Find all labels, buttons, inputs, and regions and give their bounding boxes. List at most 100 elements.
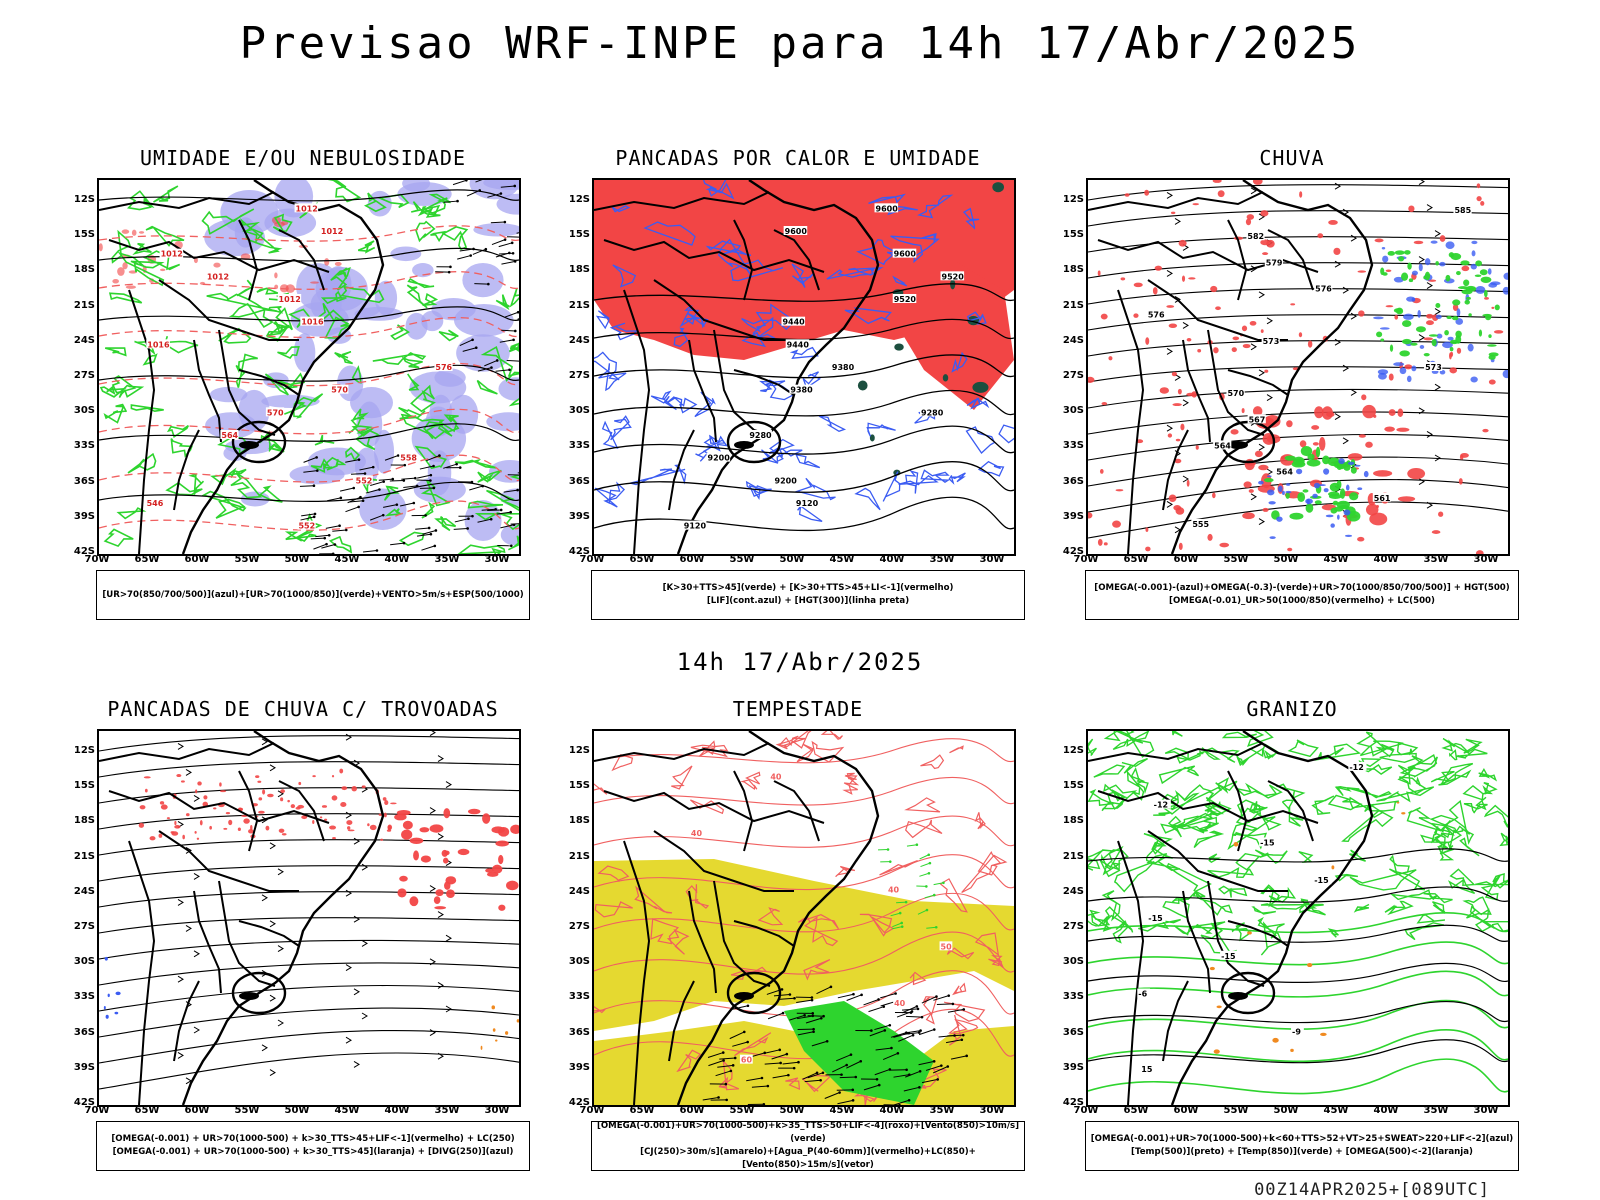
lat-label: 21S	[73, 850, 95, 862]
lat-label: 36S	[568, 475, 590, 487]
lat-label: 36S	[73, 475, 95, 487]
run-timestamp: 00Z14APR2025+[089UTC]	[1254, 1180, 1490, 1200]
contour-label: 564	[1214, 441, 1231, 450]
lon-label: 55W	[729, 554, 755, 565]
lon-label: 60W	[184, 554, 210, 565]
lat-label: 24S	[1062, 885, 1084, 897]
lat-label: 24S	[568, 885, 590, 897]
lat-label: 42S	[568, 1097, 590, 1108]
lon-label: 30W	[979, 1105, 1005, 1116]
lon-label: 50W	[284, 554, 310, 565]
lon-label: 60W	[1173, 1105, 1199, 1116]
lat-label: 39S	[73, 510, 95, 522]
legend-line: [OMEGA(-0.001)-(azul)+OMEGA(-0.3)-(verde…	[1094, 583, 1510, 593]
lon-label: 70W	[579, 554, 605, 565]
map-pancadas-calor: 9600 9600 9600 9520 9520 9440 9440 9380 9380 9280…	[592, 178, 1016, 556]
legend-line: [CJ(250)>30m/s](amarelo)+[Agua_P(40-60mm…	[640, 1147, 976, 1170]
contour-label: 546	[147, 499, 164, 508]
lat-label: 42S	[568, 546, 590, 557]
contour-label: 9280	[921, 408, 944, 417]
contour-label: -9	[1292, 1027, 1301, 1036]
lat-label: 15S	[568, 229, 590, 241]
map-plot	[99, 731, 519, 1105]
contour-label: 570	[331, 386, 348, 395]
lat-label: 21S	[1062, 850, 1084, 862]
contour-label: -6	[1138, 990, 1147, 999]
lon-label: 35W	[929, 1105, 955, 1116]
lat-label: 27S	[73, 921, 95, 932]
contour-label: 1016	[301, 318, 324, 327]
lon-label: 60W	[679, 554, 705, 565]
lat-label: 18S	[73, 264, 95, 276]
legend-line: [UR>70(850/700/500)](azul)+[UR>70(1000/8…	[102, 589, 524, 600]
contour-label: -15	[1260, 838, 1275, 847]
contour-label: 585	[1454, 206, 1471, 215]
lon-label: 70W	[1073, 554, 1099, 565]
lat-label: 39S	[568, 1061, 590, 1073]
lat-label: 24S	[73, 334, 95, 346]
contour-label: 558	[400, 454, 417, 463]
contour-label: 564	[1276, 468, 1293, 477]
lat-label: 30S	[73, 956, 95, 968]
main-title: Previsao WRF-INPE para 14h 17/Abr/2025	[239, 18, 1361, 69]
lat-label: 27S	[1062, 921, 1084, 932]
panel-title: TEMPESTADE	[732, 697, 864, 721]
contour-label: 9440	[782, 318, 805, 327]
contour-label: 582	[1247, 232, 1264, 241]
lat-label: 27S	[1062, 370, 1084, 381]
map-trovoadas	[97, 729, 521, 1107]
lat-label: 21S	[1062, 299, 1084, 311]
lon-label: 45W	[829, 554, 855, 565]
lat-label: 39S	[1062, 1061, 1084, 1073]
lat-label: 39S	[73, 1061, 95, 1073]
lat-label: 12S	[568, 745, 590, 756]
lat-label: 15S	[568, 780, 590, 792]
map-chuva: 585 582 579 576 576 573 573 570 567 564 564 561 555	[1086, 178, 1510, 556]
lon-label: 45W	[1323, 1105, 1349, 1116]
contour-label: 9280	[749, 431, 772, 440]
lat-label: 21S	[568, 850, 590, 862]
legend-box: [UR>70(850/700/500)](azul)+[UR>70(1000/8…	[96, 570, 530, 620]
contour-label: 564	[221, 431, 238, 440]
contour-label: 1012	[296, 204, 318, 213]
forecast-time-title: 14h 17/Abr/2025	[676, 648, 924, 676]
legend-line: [OMEGA(-0.01)_UR>50(1000/850)(vermelho) …	[1169, 596, 1435, 606]
lon-label: 55W	[234, 554, 260, 565]
lat-label: 33S	[568, 991, 590, 1003]
panel-title: PANCADAS DE CHUVA C/ TROVOADAS	[107, 697, 499, 721]
lat-label: 12S	[73, 194, 95, 205]
contour-label: 555	[1192, 520, 1209, 529]
lat-label: 12S	[568, 194, 590, 205]
lon-label: 50W	[779, 1105, 805, 1116]
legend-box: [OMEGA(-0.001) + UR>70(1000-500) + k>30_…	[96, 1121, 530, 1171]
contour-label: -15	[1148, 914, 1163, 923]
contour-label: 9120	[684, 522, 707, 531]
lat-label: 30S	[1062, 405, 1084, 417]
lon-label: 70W	[1073, 1105, 1099, 1116]
lon-label: 35W	[1423, 554, 1449, 565]
legend-box: [OMEGA(-0.001)-(azul)+OMEGA(-0.3)-(verde…	[1085, 570, 1519, 620]
lat-label: 21S	[73, 299, 95, 311]
lon-label: 50W	[779, 554, 805, 565]
lon-label: 30W	[979, 554, 1005, 565]
lat-label: 42S	[73, 1097, 95, 1108]
lon-label: 70W	[84, 1105, 110, 1116]
lat-label: 18S	[1062, 815, 1084, 827]
lat-label: 15S	[1062, 780, 1084, 792]
panel-title: PANCADAS POR CALOR E UMIDADE	[615, 146, 981, 170]
legend-box: [OMEGA(-0.001)+UR>70(1000-500)+k>35_TTS>…	[591, 1121, 1025, 1171]
lon-label: 35W	[434, 554, 460, 565]
lon-label: 65W	[134, 554, 160, 565]
lat-label: 24S	[73, 885, 95, 897]
contour-label: 573	[1425, 363, 1442, 372]
contour-label: 570	[1227, 389, 1244, 398]
lon-label: 55W	[1223, 1105, 1249, 1116]
lon-label: 40W	[384, 1105, 410, 1116]
lon-label: 45W	[334, 1105, 360, 1116]
map-plot: 1012 1012 1012 1012 1012 1016 1016 576 570 570 564…	[99, 180, 519, 554]
lon-label: 55W	[234, 1105, 260, 1116]
contour-label: 9600	[894, 250, 917, 259]
contour-label: 1016	[147, 340, 170, 349]
lat-label: 27S	[568, 370, 590, 381]
lon-label: 35W	[929, 554, 955, 565]
